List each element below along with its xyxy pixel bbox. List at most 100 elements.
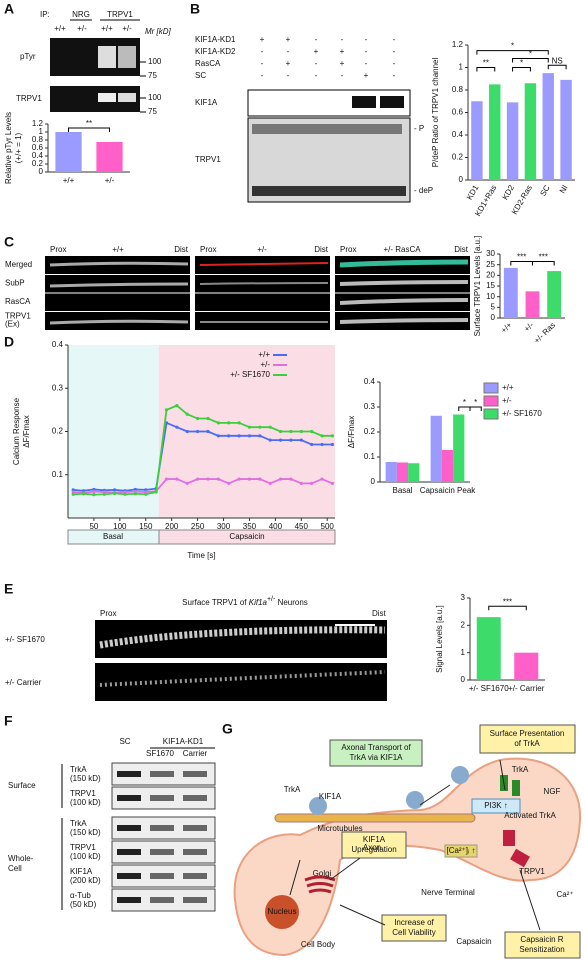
- bar: [514, 652, 539, 680]
- series-point: [144, 492, 148, 496]
- legend-label: +/+: [258, 350, 270, 359]
- y-tick-label: 0.4: [452, 130, 464, 139]
- series-line: [73, 478, 333, 494]
- series-point: [102, 492, 106, 496]
- column-header: +/-: [257, 245, 267, 254]
- row-label: RasCA: [5, 297, 31, 306]
- panel-b-blots: [247, 89, 411, 203]
- y-axis-label: (+/+ = 1): [14, 132, 23, 163]
- x-axis-label: Time [s]: [187, 551, 215, 560]
- y-tick-label: 1: [459, 63, 464, 72]
- y-tick-label: 1.2: [32, 119, 44, 128]
- box-text: KIF1A: [363, 835, 386, 844]
- condition-sign: +: [286, 35, 291, 44]
- sig-bracket: [68, 127, 110, 132]
- box-text: of TrkA: [514, 739, 540, 748]
- bar: [385, 462, 397, 482]
- diagram-label: Cell Body: [301, 940, 335, 949]
- sig-label: *: [520, 59, 523, 68]
- diagram-label: TRPV1: [519, 867, 545, 876]
- blot-band: [150, 897, 174, 903]
- series-point: [216, 421, 220, 425]
- condition-sign: -: [393, 59, 396, 68]
- condition-sign: +: [340, 47, 345, 56]
- series-point: [185, 481, 189, 485]
- series-point: [237, 477, 241, 481]
- group-label: Cell: [8, 864, 22, 873]
- series-point: [278, 438, 283, 442]
- treatment-label: SF1670: [146, 749, 175, 758]
- box-text: Surface Presentation: [490, 729, 565, 738]
- bar: [453, 414, 465, 482]
- series-point: [320, 477, 324, 481]
- sig-bracket: [469, 406, 482, 411]
- sig-label: *: [511, 42, 514, 51]
- series-point: [247, 434, 252, 438]
- series-point: [247, 425, 252, 429]
- series-point: [154, 490, 158, 494]
- box-text: Cell Viability: [392, 928, 435, 937]
- box-text: TrkA via KIF1A: [349, 753, 403, 762]
- protein-name: TrkA: [70, 819, 87, 828]
- condition-sign: -: [315, 59, 318, 68]
- box-text: Capsaicin R: [520, 935, 563, 944]
- row-label: +/- SF1670: [5, 635, 45, 644]
- protein-size: (150 kD): [70, 828, 101, 837]
- protein-name: TRPV1: [70, 789, 96, 798]
- y-axis-label: ΔF/Fmax: [22, 415, 31, 447]
- series-point: [258, 434, 262, 438]
- condition-sign: +: [364, 71, 369, 80]
- bar: [503, 267, 518, 318]
- condition-sign: -: [341, 71, 344, 80]
- series-point: [92, 490, 96, 494]
- blot-band: [117, 873, 141, 879]
- condition-sign: -: [365, 35, 368, 44]
- x-tick-label: KD2: [501, 183, 517, 201]
- sig-bracket: [488, 605, 527, 611]
- series-point: [113, 491, 117, 495]
- condition-sign: -: [315, 35, 318, 44]
- phase-label: Basal: [103, 532, 123, 541]
- series-point: [299, 438, 303, 442]
- end-label: Dist: [372, 609, 387, 618]
- panel-label: A: [4, 1, 14, 17]
- protein-name: KIF1A: [70, 867, 93, 876]
- blot-band: [117, 849, 141, 855]
- y-axis-label: ΔF/Fmax: [347, 416, 356, 448]
- y-tick-label: 5: [491, 302, 496, 311]
- bar: [476, 617, 501, 680]
- condition-sign: -: [365, 59, 368, 68]
- box-text: Sensitization: [519, 945, 564, 954]
- series-point: [206, 477, 210, 481]
- y-tick-label: 0.2: [52, 427, 64, 436]
- bar: [560, 79, 572, 180]
- blot-row-label: KIF1A: [195, 98, 218, 107]
- y-tick-label: 0.2: [364, 427, 376, 436]
- phase-bar: [67, 529, 336, 545]
- y-tick-label: 0.3: [364, 402, 376, 411]
- sig-label: *: [529, 50, 532, 59]
- blot-band: [150, 825, 174, 831]
- mw-marker: 100: [148, 93, 162, 102]
- condition-name: KIF1A-KD1: [195, 35, 236, 44]
- diagram-label: Ca²⁺: [556, 890, 573, 899]
- diagram-label: PI3K ↑: [484, 801, 508, 810]
- bar: [396, 462, 409, 482]
- condition-sign: +: [314, 47, 319, 56]
- series-point: [278, 429, 283, 434]
- row-label: SubP: [5, 279, 25, 288]
- series-point: [330, 434, 335, 438]
- sig-bracket: [512, 67, 531, 72]
- x-tick-label: SC: [538, 183, 551, 197]
- series-line: [73, 404, 333, 496]
- series-point: [289, 477, 293, 481]
- mw-marker: 75: [148, 71, 157, 80]
- condition-sign: -: [315, 71, 318, 80]
- legend-label: +/-: [502, 396, 512, 405]
- bar: [471, 101, 483, 180]
- y-tick-label: 0: [459, 175, 464, 184]
- y-tick-label: 0: [39, 167, 44, 176]
- title-part: Kif1a: [249, 598, 268, 607]
- series-point: [81, 492, 86, 496]
- x-tick-label: 350: [243, 522, 257, 531]
